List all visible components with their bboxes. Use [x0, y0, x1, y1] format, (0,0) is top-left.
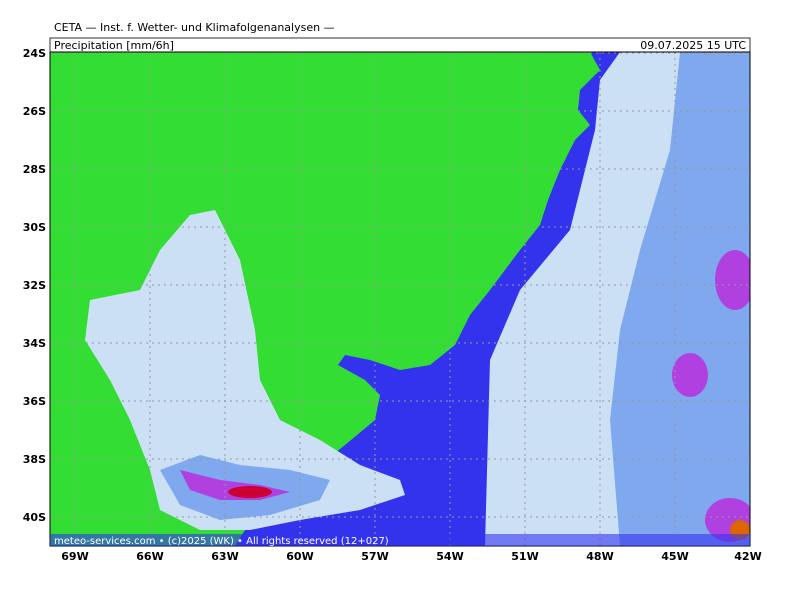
axis-labels: 69W 66W 63W 60W 57W 54W 51W 48W 45W 42W 24S 26S 28S 3…	[23, 47, 762, 563]
lon-label: 60W	[286, 550, 313, 563]
datetime: 09.07.2025 15 UTC	[640, 39, 746, 52]
lat-label: 24S	[23, 47, 46, 60]
precip-light	[85, 210, 405, 530]
precip-heavy-east	[672, 353, 708, 397]
lat-label: 34S	[23, 337, 46, 350]
lat-label: 32S	[23, 279, 46, 292]
lon-label: 48W	[586, 550, 613, 563]
title: CETA — Inst. f. Wetter- und Klimafolgena…	[54, 21, 335, 34]
graticule	[50, 52, 750, 546]
lon-label: 42W	[734, 550, 761, 563]
lon-label: 66W	[136, 550, 163, 563]
lat-label: 28S	[23, 163, 46, 176]
footer-bar	[50, 534, 750, 546]
lat-label: 36S	[23, 395, 46, 408]
lat-label: 30S	[23, 221, 46, 234]
lon-label: 51W	[511, 550, 538, 563]
lat-label: 26S	[23, 105, 46, 118]
lat-label: 40S	[23, 511, 46, 524]
lon-label: 45W	[661, 550, 688, 563]
map	[49, 51, 751, 547]
lon-label: 57W	[361, 550, 388, 563]
field-label: Precipitation [mm/6h]	[54, 39, 174, 52]
lon-label: 63W	[211, 550, 238, 563]
lon-label: 54W	[436, 550, 463, 563]
precip-max	[228, 486, 272, 498]
precip-moderate-east	[610, 52, 750, 546]
precip-heavy-east	[715, 250, 750, 310]
lon-label: 69W	[61, 550, 88, 563]
lat-label: 38S	[23, 453, 46, 466]
footer: meteo-services.com • (c)2025 (WK) • All …	[54, 536, 389, 547]
